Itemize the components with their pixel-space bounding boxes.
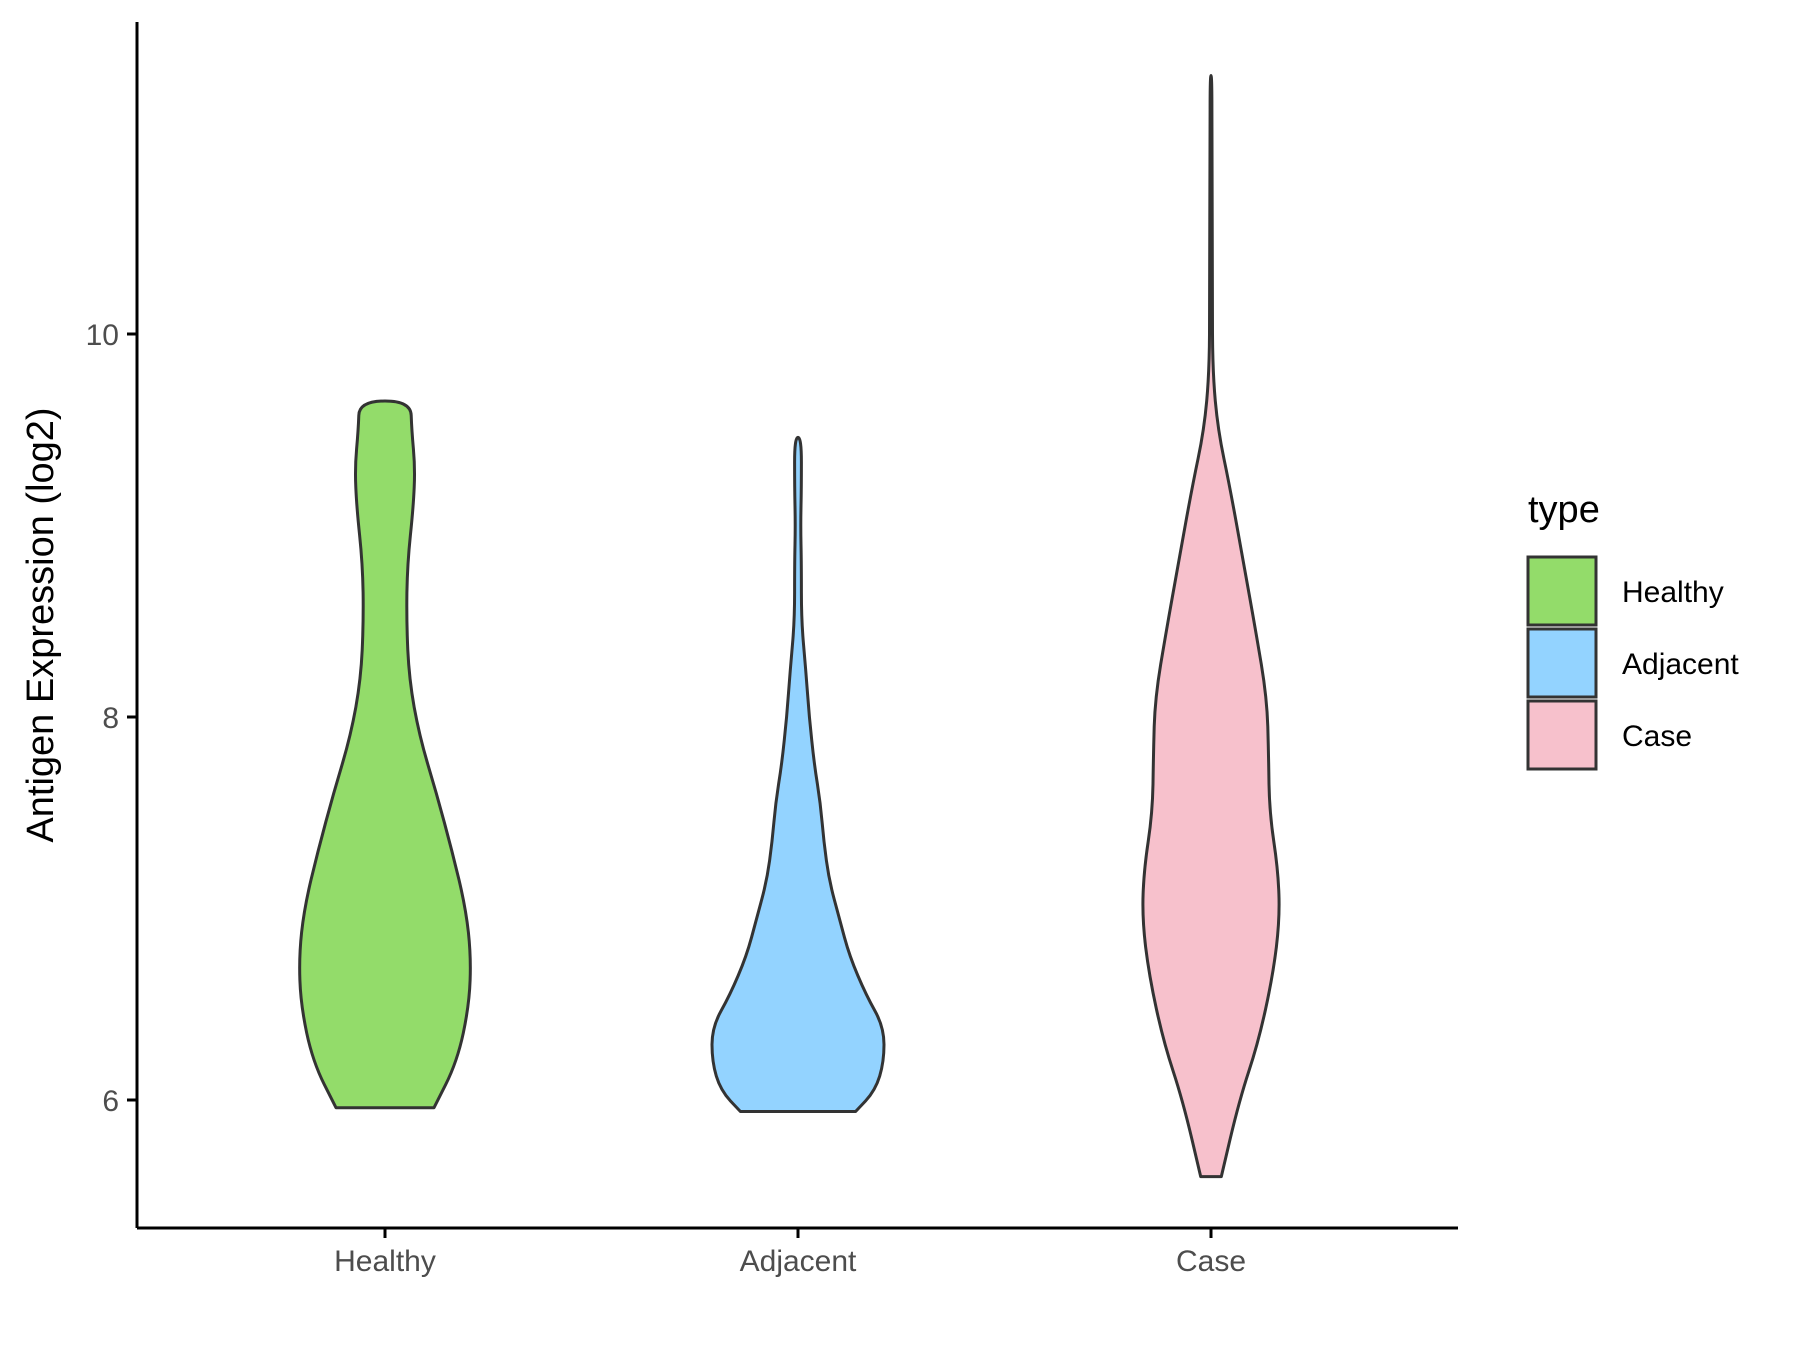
y-tick-label-8: 8 xyxy=(102,702,119,735)
legend-label-adjacent: Adjacent xyxy=(1622,648,1739,681)
violin-adjacent xyxy=(710,435,886,1113)
legend-label-healthy: Healthy xyxy=(1622,576,1724,609)
legend-title: type xyxy=(1528,489,1600,531)
legend-key-adjacent xyxy=(1526,627,1598,699)
x-axis-ticks: Healthy Adjacent Case xyxy=(334,1228,1246,1278)
violin-case xyxy=(1141,74,1281,1179)
legend-key-healthy xyxy=(1526,555,1598,627)
y-axis-ticks: 6 8 10 xyxy=(86,319,137,1118)
legend-key-case xyxy=(1526,699,1598,771)
violin-plot-area xyxy=(298,74,1281,1179)
x-tick-label-healthy: Healthy xyxy=(334,1245,436,1278)
legend-label-case: Case xyxy=(1622,720,1692,753)
y-axis-title: Antigen Expression (log2) xyxy=(20,407,62,842)
legend: Healthy Adjacent Case xyxy=(1526,555,1739,771)
x-tick-label-adjacent: Adjacent xyxy=(740,1245,857,1278)
violin-healthy xyxy=(298,399,472,1110)
y-tick-label-10: 10 xyxy=(86,319,119,352)
y-tick-label-6: 6 xyxy=(102,1085,119,1118)
x-tick-label-case: Case xyxy=(1176,1245,1246,1278)
